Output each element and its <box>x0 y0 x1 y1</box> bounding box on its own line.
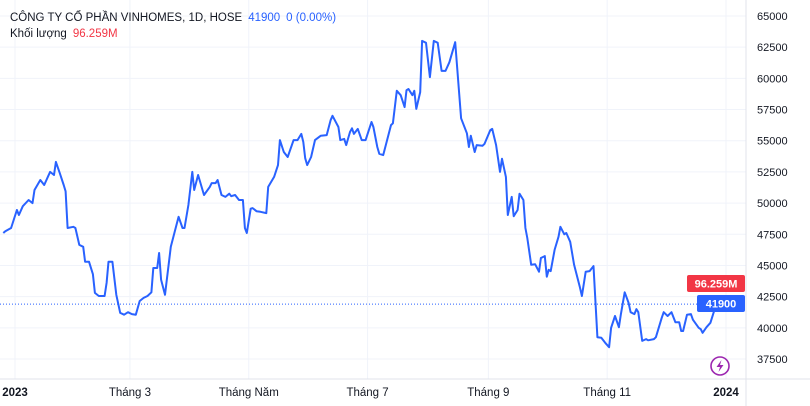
x-tick-label: Tháng Năm <box>219 387 279 399</box>
y-tick-label: 57500 <box>757 105 788 117</box>
x-tick-label: Tháng 9 <box>467 387 509 399</box>
y-tick-label: 45000 <box>757 260 788 272</box>
volume-value: 96.259M <box>72 28 118 40</box>
volume-badge-text: 96.259M <box>695 279 738 291</box>
y-tick-label: 52500 <box>757 167 788 179</box>
grid-lines <box>0 0 746 379</box>
volume-badge: 96.259M <box>687 275 745 292</box>
price-badge: 41900 <box>697 295 745 312</box>
y-tick-label: 42500 <box>757 292 788 304</box>
y-tick-label: 40000 <box>757 323 788 335</box>
time-axis[interactable]: 2023 Tháng 3 Tháng Năm Tháng 7 Tháng 9 Tháng … <box>2 387 739 399</box>
x-tick-label: 2023 <box>2 387 28 399</box>
x-tick-label: Tháng 11 <box>583 387 631 399</box>
y-tick-label: 55000 <box>757 136 788 148</box>
price-change: 0 (0.00%) <box>286 12 337 24</box>
price-axis[interactable]: 37500 40000 42500 45000 47500 50000 52500 55000… <box>757 11 788 366</box>
y-tick-label: 60000 <box>757 73 788 85</box>
y-tick-label: 62500 <box>757 42 788 54</box>
volume-label: Khối lượng <box>10 28 67 40</box>
lightning-icon[interactable] <box>710 356 730 376</box>
price-badge-text: 41900 <box>706 299 737 311</box>
y-tick-label: 37500 <box>757 354 788 366</box>
x-tick-label: Tháng 3 <box>109 387 151 399</box>
symbol-title: CÔNG TY CỔ PHẦN VINHOMES, 1D, HOSE <box>10 12 243 24</box>
y-tick-label: 65000 <box>757 11 788 23</box>
last-price: 41900 <box>248 12 281 24</box>
x-tick-label: 2024 <box>713 387 739 399</box>
y-tick-label: 50000 <box>757 198 788 210</box>
chart-legend: CÔNG TY CỔ PHẦN VINHOMES, 1D, HOSE 41900 0… <box>10 10 336 42</box>
price-line <box>2 39 721 349</box>
y-tick-label: 47500 <box>757 229 788 241</box>
x-tick-label: Tháng 7 <box>346 387 388 399</box>
